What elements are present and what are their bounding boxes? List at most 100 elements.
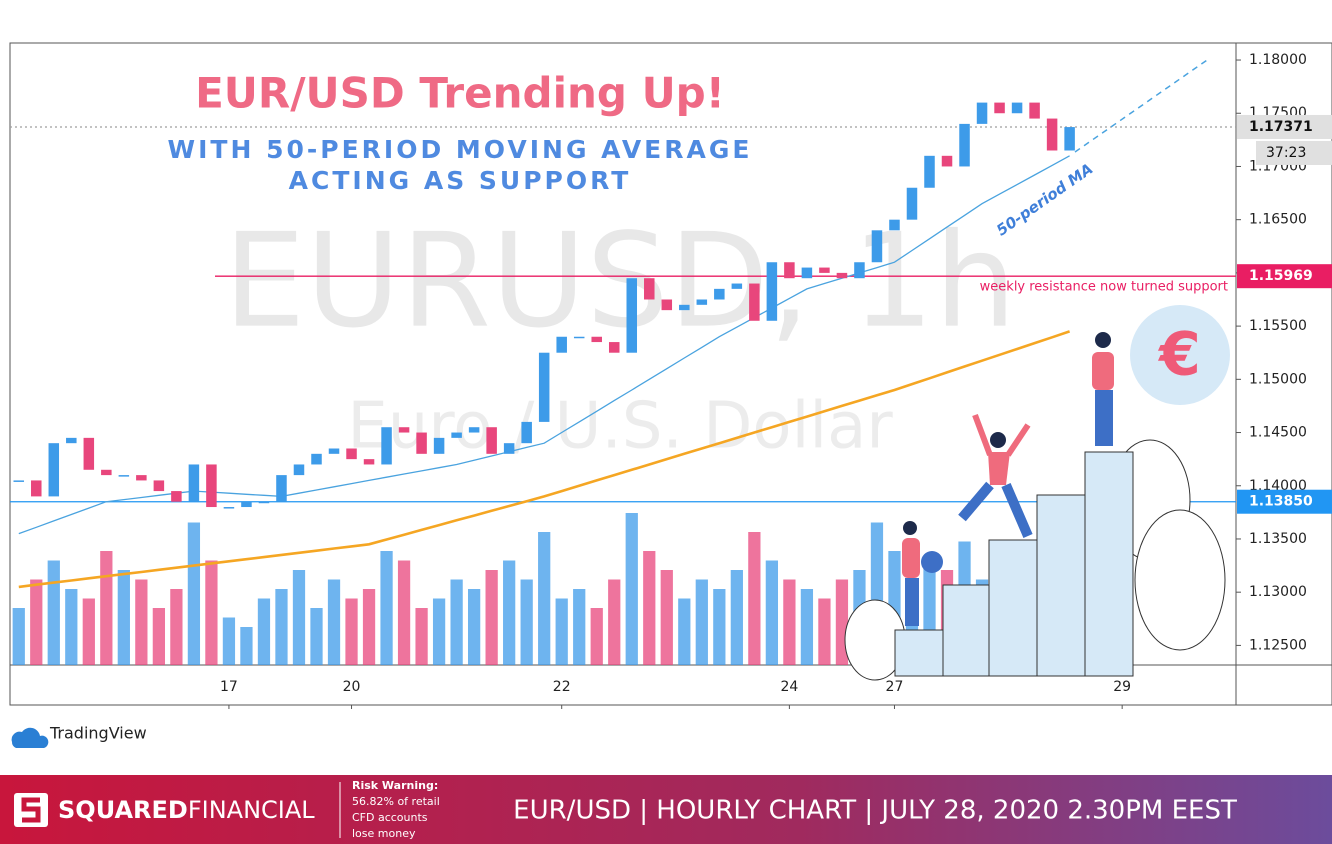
volume-bar bbox=[467, 589, 481, 665]
volume-bar bbox=[800, 589, 814, 665]
volume-bar bbox=[783, 579, 796, 665]
x-tick-label: 22 bbox=[553, 679, 571, 695]
y-tick-label: 1.18000 bbox=[1249, 52, 1307, 68]
candle bbox=[381, 427, 392, 465]
brand-part: SQUARED bbox=[58, 796, 188, 824]
candle bbox=[679, 304, 690, 311]
volume-bar bbox=[520, 579, 533, 665]
candle bbox=[696, 299, 708, 305]
footer-caption: EUR/USD | HOURLY CHART | JULY 28, 2020 2… bbox=[513, 796, 1237, 826]
risk-title: Risk Warning: bbox=[352, 779, 438, 792]
candle bbox=[871, 230, 883, 263]
volume-bar bbox=[555, 598, 568, 665]
volume-bar bbox=[678, 598, 691, 665]
volume-bar bbox=[538, 532, 551, 665]
volume-bar bbox=[748, 532, 761, 665]
volume-bar bbox=[47, 560, 60, 665]
volume-bar bbox=[432, 598, 446, 665]
price-level-badge bbox=[1237, 114, 1332, 139]
person bbox=[958, 413, 1033, 538]
volume-bar bbox=[415, 608, 428, 665]
volume-bar bbox=[222, 617, 236, 665]
y-tick-label: 1.13000 bbox=[1249, 584, 1307, 600]
watermark-symbol: EURUSD, 1h bbox=[223, 205, 1016, 357]
candle bbox=[171, 491, 182, 502]
candle bbox=[241, 501, 252, 508]
candle bbox=[66, 437, 77, 444]
y-tick-label: 1.15500 bbox=[1249, 318, 1307, 334]
volume-bar bbox=[65, 589, 78, 665]
price-level-label: 1.13850 bbox=[1249, 494, 1313, 510]
brand: SQUAREDFINANCIAL bbox=[58, 796, 315, 824]
volume-bar bbox=[12, 608, 25, 665]
candle bbox=[118, 475, 130, 477]
candle bbox=[1011, 102, 1023, 114]
candle bbox=[924, 155, 935, 188]
candle bbox=[608, 342, 620, 353]
candle bbox=[223, 507, 235, 509]
candle bbox=[433, 437, 445, 454]
volume-bar bbox=[327, 579, 341, 665]
candle bbox=[1046, 118, 1058, 151]
candle bbox=[276, 475, 287, 502]
countdown: 37:23 bbox=[1266, 145, 1306, 161]
candle bbox=[13, 480, 25, 482]
volume-bar bbox=[362, 589, 376, 665]
volume-bar bbox=[503, 560, 516, 665]
volume-bar bbox=[713, 589, 726, 665]
brand-part: FINANCIAL bbox=[188, 796, 315, 824]
price-axis bbox=[1235, 42, 1332, 706]
candle bbox=[293, 464, 305, 476]
x-tick-label: 24 bbox=[780, 679, 798, 695]
volume-bar bbox=[292, 570, 306, 665]
volume-bar bbox=[818, 598, 831, 665]
candle bbox=[731, 283, 743, 289]
x-tick-label: 17 bbox=[220, 679, 238, 695]
candle bbox=[31, 480, 42, 497]
step bbox=[894, 629, 944, 677]
x-tick-label: 27 bbox=[886, 679, 904, 695]
volume-bar bbox=[240, 627, 253, 665]
risk-text: 56.82% of retail bbox=[352, 795, 440, 808]
volume-bar bbox=[625, 513, 638, 665]
candle bbox=[486, 427, 497, 454]
candle bbox=[346, 448, 357, 460]
candle bbox=[48, 443, 60, 497]
y-tick-label: 1.13500 bbox=[1249, 531, 1307, 547]
candle bbox=[644, 278, 655, 300]
person bbox=[902, 521, 943, 626]
candle bbox=[941, 155, 953, 167]
watermark: EURUSD, 1h Euro / U.S. Dollar bbox=[223, 205, 1016, 464]
volume-bar bbox=[82, 598, 95, 665]
volume-bar bbox=[205, 560, 218, 665]
chart-title: EUR/USD Trending Up! bbox=[195, 69, 725, 118]
candle bbox=[661, 299, 673, 311]
volume-bar bbox=[152, 608, 166, 665]
source: TradingView bbox=[49, 724, 147, 743]
candle bbox=[521, 421, 532, 444]
leaf bbox=[1134, 509, 1226, 651]
annotation: weekly resistance now turned support bbox=[980, 280, 1228, 295]
euro-symbol: € bbox=[1157, 320, 1201, 390]
volume-bar bbox=[117, 570, 130, 665]
candle bbox=[206, 464, 217, 508]
candle bbox=[556, 336, 567, 353]
candle bbox=[136, 475, 147, 481]
volume-bar bbox=[695, 579, 708, 665]
candle bbox=[83, 437, 95, 470]
volume-bar bbox=[275, 589, 288, 665]
volume-bar bbox=[660, 570, 673, 665]
volume-bar bbox=[765, 560, 779, 665]
candle bbox=[416, 432, 427, 454]
chart-subtitle: WITH 50-PERIOD MOVING AVERAGE bbox=[168, 135, 753, 164]
euro-badge bbox=[1130, 305, 1230, 405]
candle bbox=[1064, 127, 1075, 151]
candle bbox=[398, 427, 410, 433]
candle bbox=[188, 464, 200, 502]
volume-bar bbox=[450, 579, 463, 665]
candle bbox=[626, 278, 638, 353]
candle bbox=[311, 453, 322, 465]
chart-subtitle: ACTING AS SUPPORT bbox=[289, 166, 632, 195]
price-level-badge bbox=[1237, 264, 1332, 289]
